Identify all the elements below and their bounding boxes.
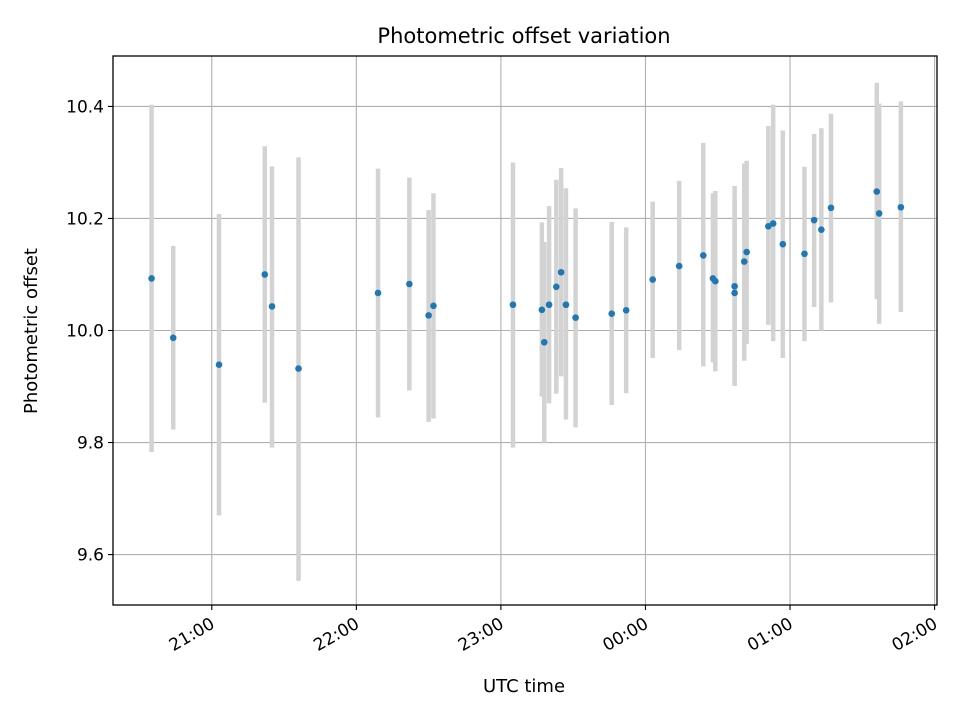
data-point: [818, 226, 825, 233]
y-axis-label: Photometric offset: [21, 248, 42, 414]
data-point: [827, 204, 835, 212]
point-layer: [148, 188, 905, 372]
data-point: [374, 289, 382, 297]
data-point: [810, 216, 818, 224]
data-point: [540, 338, 548, 346]
data-point: [801, 250, 808, 258]
data-point: [295, 365, 302, 372]
y-tick-label: 9.6: [77, 546, 104, 566]
data-point: [545, 301, 553, 309]
data-point: [779, 240, 787, 248]
data-point: [699, 252, 707, 259]
y-tick-label: 9.8: [77, 434, 104, 454]
data-point: [261, 271, 269, 278]
data-point: [538, 306, 546, 314]
data-point: [731, 282, 738, 290]
grid-layer: [113, 56, 937, 605]
data-point: [712, 277, 719, 285]
data-point: [215, 361, 223, 368]
data-point: [572, 314, 579, 321]
data-point: [873, 188, 881, 195]
y-axis-ticks: 9.6 9.8 10.0 10.2 10.4: [66, 97, 113, 566]
data-point: [425, 312, 432, 319]
data-point: [562, 301, 570, 309]
chart-title: Photometric offset variation: [377, 24, 670, 48]
data-point: [608, 310, 616, 317]
data-point: [649, 276, 656, 283]
y-tick-label: 10.4: [66, 97, 104, 117]
data-point: [743, 248, 750, 256]
x-axis-label: UTC time: [483, 676, 565, 697]
data-point: [875, 210, 883, 217]
data-point: [740, 258, 748, 265]
data-point: [148, 275, 155, 282]
data-point: [557, 268, 565, 276]
data-point: [731, 289, 738, 297]
data-point: [406, 280, 413, 288]
data-point: [622, 307, 630, 314]
data-point: [897, 203, 905, 211]
data-point: [268, 303, 276, 310]
y-tick-label: 10.2: [66, 209, 104, 229]
data-point: [553, 283, 560, 291]
data-point: [430, 302, 437, 310]
data-point: [765, 223, 772, 230]
data-point: [769, 220, 777, 227]
data-point: [675, 262, 683, 270]
data-point: [509, 301, 517, 309]
y-tick-label: 10.0: [66, 322, 104, 342]
data-point: [169, 334, 177, 342]
